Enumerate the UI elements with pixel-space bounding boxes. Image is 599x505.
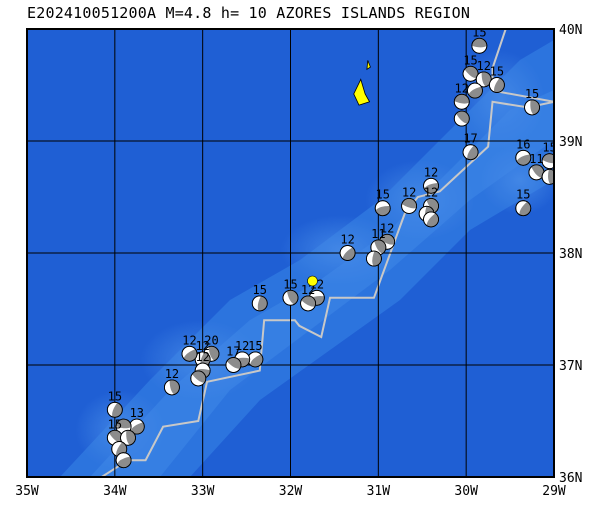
focal-mechanism [194, 351, 211, 368]
depth-label: 15 [525, 87, 539, 101]
map-title: E202410051200A M=4.8 h= 10 AZORES ISLAND… [27, 4, 471, 22]
depth-label: 15 [108, 389, 122, 403]
main-event-marker [307, 275, 318, 287]
focal-mechanism [115, 452, 132, 469]
focal-mechanism [120, 429, 136, 446]
focal-mechanism [467, 82, 483, 99]
focal-mechanism [524, 99, 540, 116]
focal-mechanism [453, 110, 470, 127]
lon-tick-label: 35W [15, 484, 39, 499]
lat-tick-label: 39N [559, 135, 582, 150]
depth-label: 12 [402, 185, 416, 199]
lon-tick-label: 33W [191, 484, 215, 499]
depth-label: 12 [424, 185, 438, 199]
depth-label: 15 [463, 53, 477, 67]
depth-label: 12 [235, 339, 249, 353]
main-event-layer [307, 275, 318, 287]
lat-tick-label: 40N [559, 23, 582, 38]
depth-label: 12 [380, 221, 394, 235]
focal-mechanism [515, 200, 532, 217]
focal-mechanism [462, 144, 479, 161]
depth-label: 15 [472, 25, 486, 39]
focal-mechanism [128, 418, 145, 435]
depth-label: 12 [455, 81, 469, 95]
depth-label: 15 [283, 277, 297, 291]
lon-tick-label: 34W [103, 484, 127, 499]
depth-label: 15 [490, 65, 504, 79]
depth-label: 12 [424, 165, 438, 179]
focal-mechanism [541, 168, 554, 185]
island-corvo [366, 60, 371, 71]
depth-label: 11 [371, 227, 385, 241]
focal-mechanism [339, 245, 356, 261]
focal-mechanism [541, 153, 554, 170]
lon-tick-label: 29W [542, 484, 566, 499]
depth-label: 15 [248, 339, 262, 353]
lat-tick-label: 37N [559, 359, 582, 374]
depth-label: 17 [463, 132, 477, 146]
depth-label: 12 [182, 333, 196, 347]
depth-label: 12 [477, 59, 491, 73]
depth-label: 12 [340, 233, 354, 247]
focal-mechanism [247, 351, 264, 368]
depth-label: 13 [130, 406, 144, 420]
focal-mechanism [453, 93, 470, 110]
depth-label: 12 [165, 367, 179, 381]
focal-mechanism [423, 177, 439, 194]
focal-mechanism [181, 345, 198, 362]
focal-mechanism [374, 200, 391, 217]
focal-mechanism [282, 289, 299, 306]
lon-tick-label: 31W [367, 484, 391, 499]
lon-tick-label: 30W [454, 484, 478, 499]
focal-mechanism [401, 198, 418, 214]
depth-label: 17 [226, 345, 240, 359]
lon-tick-label: 32W [279, 484, 303, 499]
focal-mechanism [225, 357, 242, 373]
depth-label: 15 [516, 188, 530, 202]
depth-label: 12 [195, 339, 209, 353]
depth-label: 20 [204, 333, 218, 347]
island-flores [353, 78, 371, 106]
depth-label: 11 [529, 152, 543, 166]
focal-mechanism [462, 65, 479, 82]
depth-label: 12 [301, 283, 315, 297]
focal-mechanism [163, 379, 180, 396]
depth-label: 16 [516, 137, 530, 151]
depth-label: 15 [253, 283, 267, 297]
focal-mechanism [515, 149, 532, 166]
focal-mechanism [471, 37, 488, 54]
focal-mechanism [106, 401, 123, 418]
focal-mechanism [190, 370, 207, 387]
lat-tick-label: 38N [559, 247, 582, 262]
focal-mechanism [488, 77, 505, 93]
map-frame [26, 28, 555, 478]
depth-label: 15 [375, 188, 389, 202]
focal-mechanism [251, 295, 268, 312]
focal-mechanism [475, 71, 492, 88]
focal-mechanism [365, 250, 382, 267]
depth-label: 12 [195, 350, 209, 364]
focal-mechanism [528, 164, 545, 181]
depth-label: 15 [108, 417, 122, 431]
islands-layer [353, 60, 371, 106]
focal-mechanism [423, 211, 439, 228]
focal-mechanism [300, 295, 317, 312]
lat-tick-label: 36N [559, 471, 582, 486]
depth-label: 15 [542, 141, 556, 155]
